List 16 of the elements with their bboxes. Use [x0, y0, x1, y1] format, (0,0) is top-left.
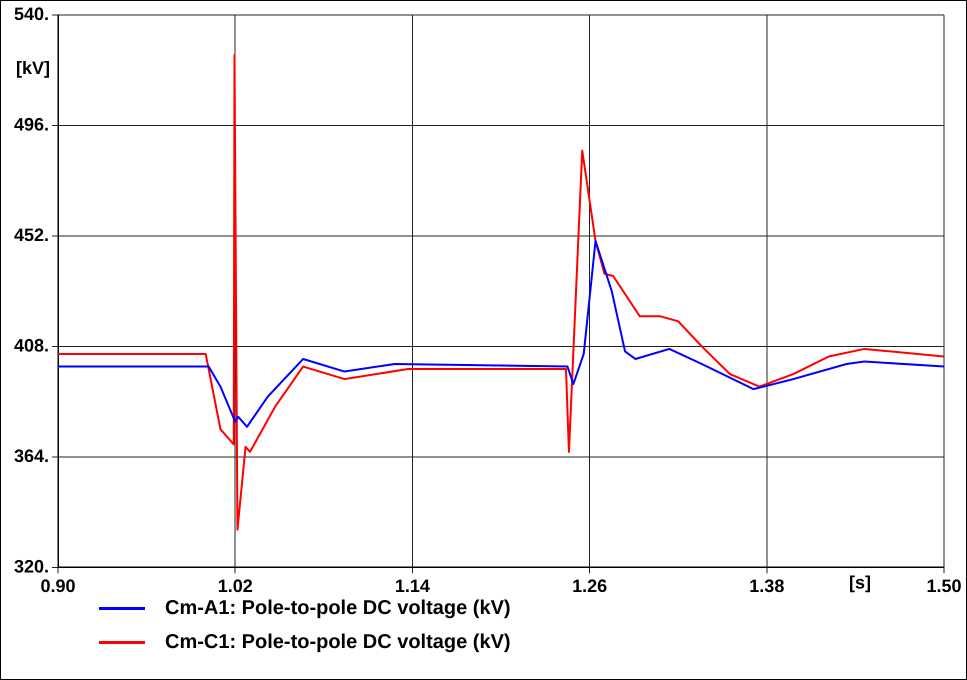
- legend-label: Cm-A1: Pole-to-pole DC voltage (kV): [165, 596, 511, 620]
- y-tick-label: 408.: [14, 335, 50, 356]
- y-tick-label: 452.: [14, 224, 50, 245]
- x-tick-label: 0.90: [40, 576, 76, 596]
- x-tick-label: 1.38: [749, 576, 784, 596]
- y-tick-label: 540.: [14, 4, 50, 24]
- x-tick-label: 1.50: [926, 576, 962, 596]
- y-axis-title: [kV]: [16, 58, 50, 78]
- x-axis-title: [s]: [849, 572, 871, 592]
- y-tick-label: 320.: [14, 556, 50, 576]
- x-tick-label: 1.02: [218, 576, 253, 596]
- x-tick-label: 1.26: [572, 576, 608, 596]
- x-tick-label: 1.14: [394, 576, 430, 596]
- legend-label: Cm-C1: Pole-to-pole DC voltage (kV): [165, 630, 511, 654]
- y-tick-label: 364.: [14, 446, 50, 466]
- y-tick-label: 496.: [14, 114, 50, 134]
